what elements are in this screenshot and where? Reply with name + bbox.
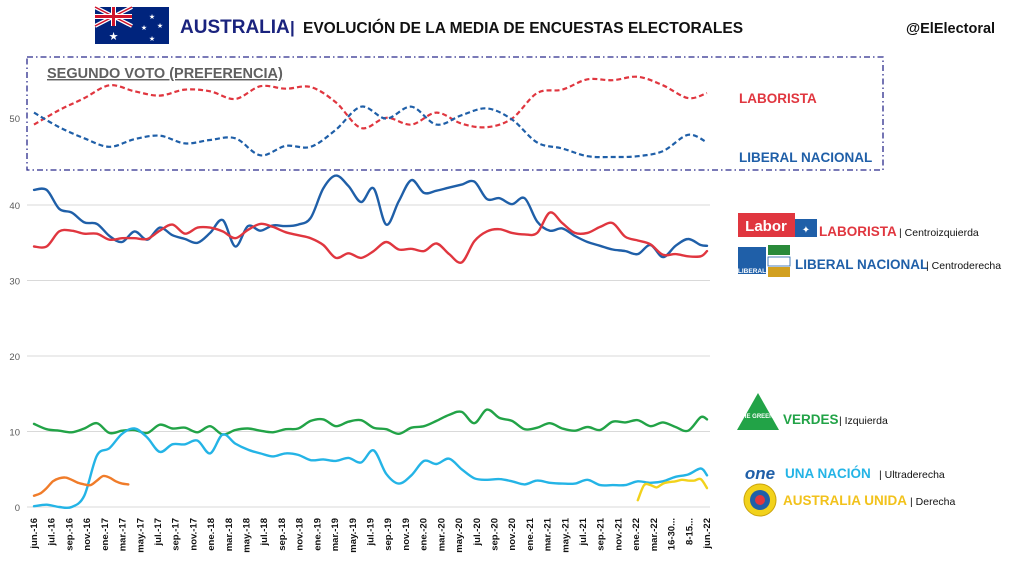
x-tick-label: jul.-21 <box>578 517 589 546</box>
title-separator: | <box>290 18 295 37</box>
legend-laborista-desc: | Centroizquierda <box>899 227 979 239</box>
x-tick-label: jul.-16 <box>47 518 58 546</box>
x-tick-label: nov.-19 <box>401 518 412 551</box>
greens-logo-icon: THE GREENS <box>737 393 779 430</box>
y-tick-label: 20 <box>9 352 20 363</box>
legend-verdes-desc: | Izquierda <box>839 415 888 427</box>
y-tick-label: 10 <box>9 428 20 439</box>
x-tick-label: jul.-20 <box>472 518 483 546</box>
preference-title: SEGUNDO VOTO (PREFERENCIA) <box>47 66 283 82</box>
legend-verdes-name: VERDES <box>783 412 839 427</box>
labor-logo-text: Labor <box>745 218 787 235</box>
liberal-logo-icon: LIBERAL <box>738 245 791 277</box>
page-title: EVOLUCIÓN DE LA MEDIA DE ENCUESTAS ELECT… <box>303 19 743 37</box>
preference-box <box>26 56 884 171</box>
legend-australia-unida-name: AUSTRALIA UNIDA <box>783 493 907 508</box>
x-tick-label: nov.-17 <box>188 518 199 551</box>
line-una-nacion <box>32 427 709 510</box>
one-nation-logo-icon: one <box>738 462 782 483</box>
line-laborista <box>32 211 709 264</box>
x-tick-label: may.-18 <box>242 518 253 553</box>
preference-line-laborista <box>33 75 708 130</box>
x-tick-label: nov.-20 <box>507 518 518 551</box>
x-tick-label: mar.-17 <box>118 518 129 551</box>
y-tick-label: 0 <box>15 503 20 514</box>
x-tick-label: may.-19 <box>348 518 359 553</box>
x-tick-label: ene.-22 <box>631 518 642 551</box>
legend-una-nacion-name: UNA NACIÓN <box>785 466 871 481</box>
x-tick-label: may.-21 <box>560 517 571 552</box>
one-nation-logo-text: one <box>745 464 775 483</box>
australia-flag-icon: ★ ★ ★ ★ ★ <box>94 5 169 44</box>
main-series <box>32 174 709 510</box>
x-tick-label: sep.-20 <box>489 518 500 551</box>
svg-text:✦: ✦ <box>802 225 810 236</box>
x-tick-label: sep.-18 <box>277 518 288 551</box>
x-tick-label: jun.-22 <box>702 518 713 550</box>
line--f07c2a <box>32 474 130 497</box>
x-tick-label: sep.-16 <box>64 518 75 551</box>
x-tick-label: mar.-21 <box>543 517 554 551</box>
greens-logo-text: THE GREENS <box>738 414 777 420</box>
x-tick-label: ene.-20 <box>419 518 430 551</box>
legend-una-nacion-desc: | Ultraderecha <box>879 469 945 481</box>
line-australia-unida <box>636 477 709 502</box>
preference-label-laborista: LABORISTA <box>739 91 817 106</box>
y-tick-label: 30 <box>9 277 20 288</box>
x-tick-label: ene.-17 <box>100 518 111 551</box>
x-tick-label: mar.-20 <box>436 518 447 551</box>
preference-line-liberal-nacional <box>33 105 708 159</box>
preference-y-tick-label: 50 <box>9 114 20 125</box>
x-tick-label: ene.-19 <box>312 518 323 551</box>
x-tick-label: may.-20 <box>454 518 465 553</box>
x-tick-label: sep.-19 <box>383 518 394 551</box>
country-title: AUSTRALIA <box>180 17 290 38</box>
x-tick-label: jul.-17 <box>153 518 164 546</box>
legend-liberal-name: LIBERAL NACIONAL <box>795 257 928 272</box>
preference-label-liberal: LIBERAL NACIONAL <box>739 150 872 165</box>
x-tick-label: ene.-18 <box>206 518 217 551</box>
svg-text:★: ★ <box>109 30 119 43</box>
x-tick-label: mar.-19 <box>330 518 341 551</box>
x-tick-label: mar.-18 <box>224 518 235 551</box>
x-tick-label: nov.-16 <box>82 518 93 551</box>
x-tick-label: 8-15... <box>684 518 695 545</box>
united-australia-logo-icon <box>743 483 777 517</box>
x-axis-labels: jun.-16 jul.-16 sep.-16 nov.-16 ene.-17 mar.-… <box>29 517 713 552</box>
x-tick-label: may.-17 <box>135 518 146 553</box>
liberal-logo-text: LIBERAL <box>738 268 766 275</box>
preference-series <box>33 75 708 159</box>
author-handle: @ElElectoral <box>906 21 995 37</box>
svg-text:★: ★ <box>157 22 163 30</box>
y-tick-label: 40 <box>9 201 20 212</box>
svg-text:★: ★ <box>149 35 155 43</box>
labor-logo-icon: Labor ✦ <box>738 213 817 237</box>
line-verdes <box>32 408 709 436</box>
x-tick-label: nov.-18 <box>295 518 306 551</box>
line-liberal-nacional <box>32 174 709 259</box>
x-tick-label: jul.-19 <box>366 518 377 546</box>
x-tick-label: sep.-21 <box>596 517 607 550</box>
legend-australia-unida-desc: | Derecha <box>910 496 955 508</box>
header: ★ ★ ★ ★ ★ AUSTRALIA | EVOLUCIÓN DE LA ME… <box>94 5 995 44</box>
x-tick-label: jun.-16 <box>29 518 40 550</box>
legend-liberal-desc: | Centroderecha <box>926 260 1001 272</box>
svg-text:★: ★ <box>149 13 155 21</box>
x-tick-label: 16-30... <box>667 518 678 550</box>
x-tick-label: jul.-18 <box>259 518 270 546</box>
svg-text:★: ★ <box>141 24 147 32</box>
legend-laborista-name: LABORISTA <box>819 224 897 239</box>
x-tick-label: sep.-17 <box>171 518 182 551</box>
main-gridlines: 0 10 20 30 40 <box>9 201 710 514</box>
x-tick-label: ene.-21 <box>525 517 536 550</box>
x-tick-label: mar.-22 <box>649 518 660 551</box>
x-tick-label: nov.-21 <box>613 517 624 550</box>
legend: Labor ✦ LABORISTA | Centroizquierda LIBE… <box>737 213 1001 517</box>
preference-gridlines: 50 <box>9 114 20 125</box>
